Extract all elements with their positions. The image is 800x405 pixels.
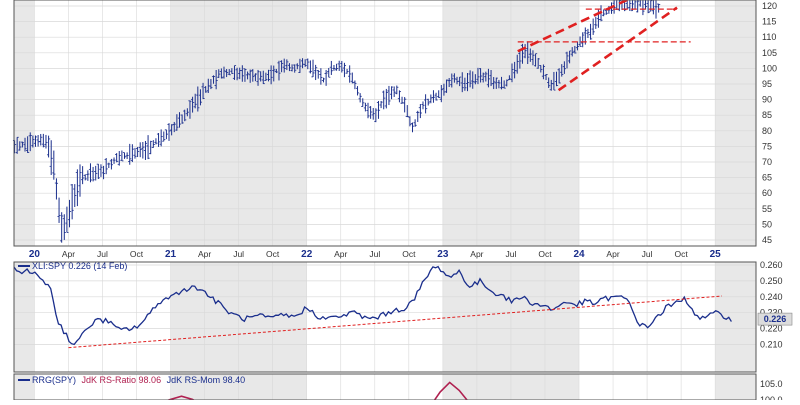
ratio-last-value-badge: 0.226 bbox=[757, 312, 793, 326]
panel-frame bbox=[13, 261, 757, 373]
ratio-support-line bbox=[68, 295, 723, 349]
price-y-tick-label: 50 bbox=[762, 219, 772, 229]
time-tick-label: Oct bbox=[266, 249, 280, 259]
ratio-y-tick-label: 0.240 bbox=[760, 292, 783, 302]
time-tick-label: 22 bbox=[301, 249, 313, 260]
time-tick-label: Oct bbox=[538, 249, 552, 259]
price-y-tick-label: 60 bbox=[762, 188, 772, 198]
rrg-legend: RRG(SPY) JdK RS-Ratio 98.06 JdK RS-Mom 9… bbox=[18, 375, 245, 385]
ratio-y-tick-label: 0.210 bbox=[760, 340, 783, 350]
price-y-tick-label: 105 bbox=[762, 48, 777, 58]
rrg-legend-part-base: RRG(SPY) bbox=[32, 375, 76, 385]
ratio-panel-plot bbox=[13, 265, 732, 349]
axis-labels: 45 50 55 60 65 70 75 80 85 90 95 100 105 110 115 120 20 A… bbox=[29, 1, 783, 405]
time-tick-label: 25 bbox=[710, 249, 722, 260]
time-tick-label: 24 bbox=[573, 249, 585, 260]
price-y-tick-label: 120 bbox=[762, 1, 777, 11]
time-tick-label: Jul bbox=[233, 249, 244, 259]
ratio-line bbox=[13, 265, 732, 346]
year-shade-band bbox=[715, 374, 756, 400]
time-tick-label: Oct bbox=[130, 249, 144, 259]
panel-frames bbox=[13, 0, 757, 401]
price-y-tick-label: 110 bbox=[762, 32, 776, 42]
price-y-tick-label: 115 bbox=[762, 17, 776, 27]
rrg-y-tick-label: 105.0 bbox=[760, 379, 783, 389]
year-shade-band bbox=[715, 262, 756, 372]
time-tick-label: Oct bbox=[402, 249, 416, 259]
price-y-tick-label: 85 bbox=[762, 110, 772, 120]
ratio-y-tick-label: 0.230 bbox=[760, 308, 783, 318]
time-tick-label: Apr bbox=[198, 249, 211, 259]
price-y-tick-label: 70 bbox=[762, 157, 772, 167]
ratio-legend-label: XLI:SPY 0.226 (14 Feb) bbox=[32, 261, 127, 271]
ratio-y-tick-label: 0.220 bbox=[760, 324, 783, 334]
time-tick-label: Jul bbox=[97, 249, 108, 259]
ratio-legend: XLI:SPY 0.226 (14 Feb) bbox=[18, 261, 127, 271]
price-bars bbox=[12, 0, 661, 243]
year-shade-band bbox=[715, 0, 756, 246]
alternate-year-shading bbox=[14, 0, 756, 400]
time-tick-label: Oct bbox=[675, 249, 689, 259]
price-y-tick-label: 45 bbox=[762, 235, 772, 245]
rrg-ratio-line bbox=[431, 381, 471, 405]
time-tick-label: 20 bbox=[29, 249, 41, 260]
rrg-legend-part-ratio: JdK RS-Ratio 98.06 bbox=[82, 375, 162, 385]
time-tick-label: Jul bbox=[369, 249, 380, 259]
channel-upper-line bbox=[517, 0, 630, 53]
time-tick-label: Jul bbox=[642, 249, 653, 259]
price-y-tick-label: 65 bbox=[762, 173, 772, 183]
price-y-tick-label: 55 bbox=[762, 204, 772, 214]
channel-lower-line bbox=[557, 6, 678, 92]
gridlines bbox=[14, 0, 756, 400]
time-tick-label: Jul bbox=[505, 249, 516, 259]
last-value-box bbox=[757, 312, 793, 326]
time-tick-label: Apr bbox=[334, 249, 347, 259]
rrg-y-tick-label: 100.0 bbox=[760, 395, 783, 400]
price-y-tick-label: 90 bbox=[762, 95, 772, 105]
price-y-tick-label: 80 bbox=[762, 126, 772, 136]
trend-annotations bbox=[517, 0, 691, 92]
ratio-y-tick-label: 0.260 bbox=[760, 260, 783, 270]
time-tick-label: Apr bbox=[470, 249, 483, 259]
rrg-legend-label: RRG(SPY) JdK RS-Ratio 98.06 JdK RS-Mom 9… bbox=[32, 375, 245, 385]
ratio-y-tick-label: 0.250 bbox=[760, 276, 783, 286]
panel-frame bbox=[13, 0, 757, 247]
time-tick-label: 23 bbox=[437, 249, 449, 260]
time-tick-label: Apr bbox=[62, 249, 75, 259]
price-y-tick-label: 100 bbox=[762, 63, 777, 73]
rrg-legend-part-mom: JdK RS-Mom 98.40 bbox=[167, 375, 246, 385]
time-tick-label: 21 bbox=[165, 249, 177, 260]
year-shade-band bbox=[14, 0, 35, 246]
time-tick-label: Apr bbox=[606, 249, 619, 259]
last-value-text: 0.226 bbox=[764, 314, 787, 324]
price-y-tick-label: 95 bbox=[762, 79, 772, 89]
price-y-tick-label: 75 bbox=[762, 141, 772, 151]
year-shade-band bbox=[14, 262, 35, 372]
